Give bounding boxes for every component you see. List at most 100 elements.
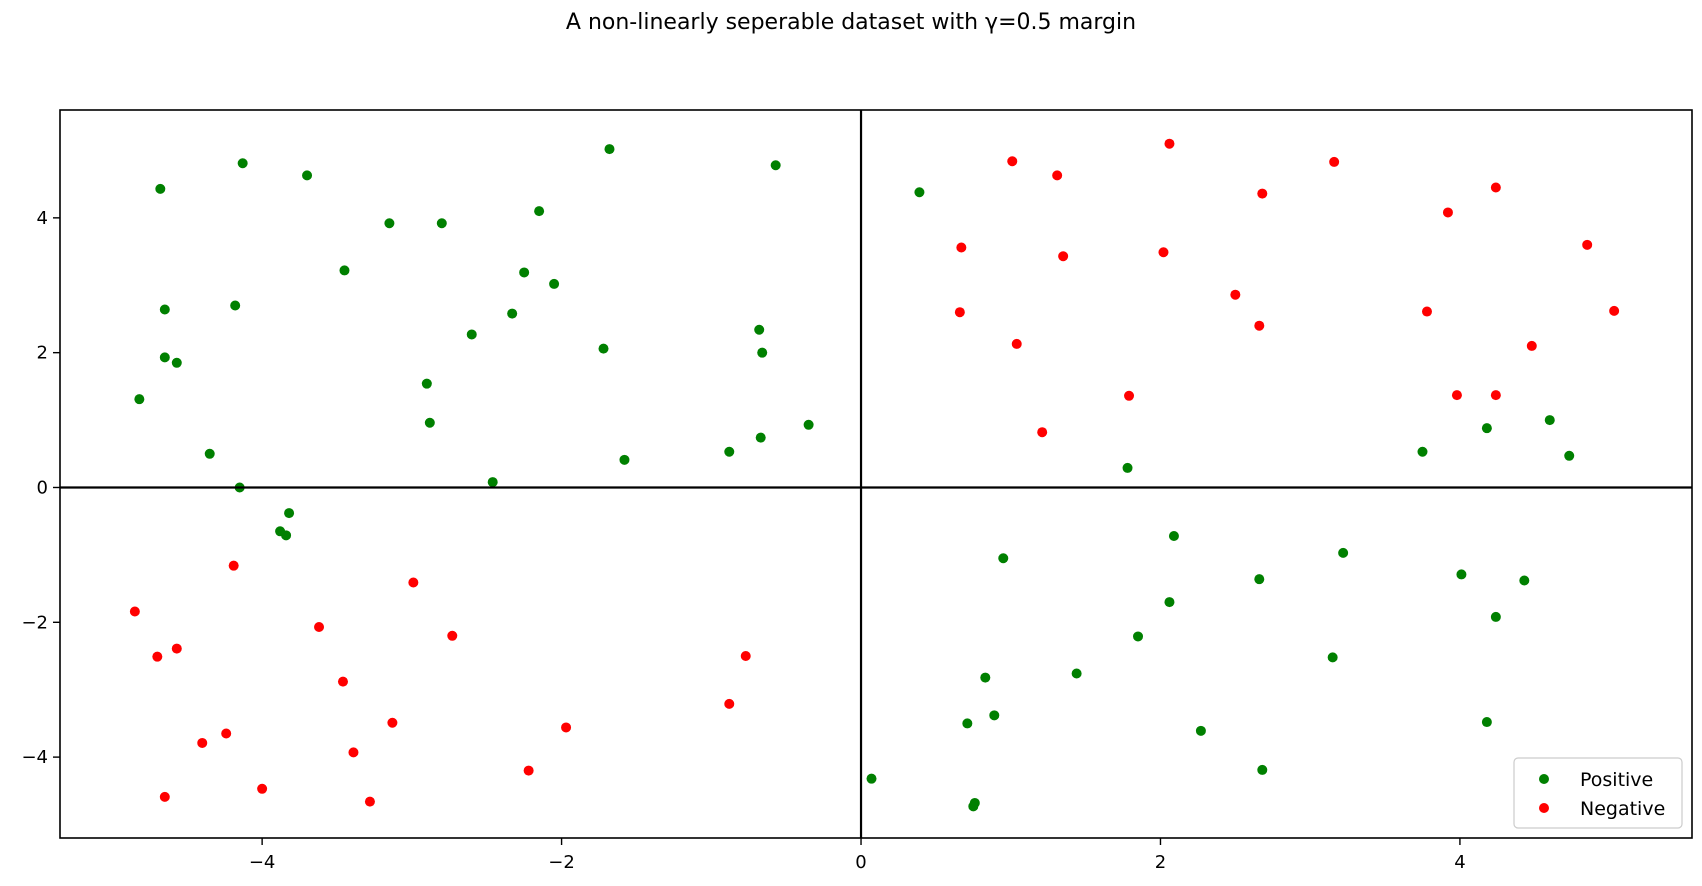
positive-point: [619, 454, 630, 465]
negative-point: [171, 643, 182, 654]
negative-point: [1254, 320, 1265, 331]
positive-point: [1417, 446, 1428, 457]
negative-point: [1329, 156, 1340, 167]
negative-point: [1052, 170, 1063, 181]
x-tick-label: −4: [249, 852, 276, 873]
positive-point: [1519, 575, 1530, 586]
y-tick-label: −4: [21, 747, 48, 768]
x-tick-label: 0: [855, 852, 866, 873]
positive-point: [134, 394, 145, 405]
positive-point: [159, 304, 170, 315]
axis-ticks: −4 −2 0 2 4 −4 −2 0 2 4: [21, 208, 1465, 873]
y-tick-label: 2: [37, 343, 48, 364]
y-tick-label: −2: [21, 612, 48, 633]
positive-point: [171, 357, 182, 368]
negative-point: [159, 791, 170, 802]
negative-point: [129, 606, 140, 617]
positive-point: [507, 308, 518, 319]
positive-point: [230, 300, 241, 311]
positive-point: [1481, 423, 1492, 434]
positive-point: [968, 801, 979, 812]
negative-point: [1164, 138, 1175, 149]
negative-point: [447, 630, 458, 641]
negative-point: [364, 796, 375, 807]
negative-point: [1490, 390, 1501, 401]
positive-point: [204, 448, 215, 459]
positive-point: [914, 187, 925, 198]
negative-point: [954, 307, 965, 318]
x-tick-label: 4: [1454, 852, 1465, 873]
positive-point: [1564, 450, 1575, 461]
positive-point: [302, 170, 313, 181]
negative-point: [1526, 340, 1537, 351]
zero-axes: [60, 110, 1692, 838]
positive-point: [755, 432, 766, 443]
y-tick-label: 4: [37, 208, 48, 229]
negative-point: [1230, 289, 1241, 300]
positive-point: [436, 218, 447, 229]
positive-point: [1456, 569, 1467, 580]
negative-point: [724, 698, 735, 709]
negative-point: [197, 737, 208, 748]
negative-point: [1037, 427, 1048, 438]
positive-point: [534, 206, 545, 217]
negative-point: [1442, 207, 1453, 218]
x-tick-label: −2: [548, 852, 575, 873]
negative-point: [1421, 306, 1432, 317]
positive-point: [281, 530, 292, 541]
positive-point: [421, 378, 432, 389]
negative-point: [337, 676, 348, 687]
negative-point: [257, 783, 268, 794]
negative-point: [228, 560, 239, 571]
positive-point: [980, 672, 991, 683]
positive-point: [866, 773, 877, 784]
positive-point: [1254, 574, 1265, 585]
positive-point: [519, 267, 530, 278]
y-tick-label: 0: [37, 477, 48, 498]
legend-marker-negative: [1539, 803, 1549, 813]
negative-point: [1451, 390, 1462, 401]
legend-box: [1513, 757, 1683, 829]
legend-marker-positive: [1539, 774, 1549, 784]
positive-point: [1133, 631, 1144, 642]
x-tick-label: 2: [1155, 852, 1166, 873]
positive-point: [803, 419, 814, 430]
negative-point: [956, 242, 967, 253]
positive-point: [754, 324, 765, 335]
negative-point: [1124, 390, 1135, 401]
legend-label-negative: Negative: [1580, 798, 1665, 820]
positive-point: [1490, 611, 1501, 622]
negative-point: [221, 728, 232, 739]
negative-point: [1158, 247, 1169, 258]
positive-point: [159, 352, 170, 363]
positive-point: [339, 265, 350, 276]
positive-point: [757, 347, 768, 358]
positive-point: [724, 446, 735, 457]
positive-point: [466, 329, 477, 340]
positive-point: [384, 218, 395, 229]
positive-point: [1122, 462, 1133, 473]
negative-point: [740, 651, 751, 661]
data-marks: [129, 138, 1620, 812]
positive-point: [604, 144, 615, 155]
negative-point: [1609, 305, 1620, 316]
legend-label-positive: Positive: [1580, 769, 1653, 791]
positive-point: [284, 508, 295, 519]
positive-point: [155, 183, 166, 194]
positive-point: [424, 417, 435, 428]
positive-point: [1544, 415, 1555, 426]
positive-point: [487, 477, 498, 488]
plot-frame: [59, 109, 1693, 839]
chart-title: A non-linearly seperable dataset with γ=…: [565, 10, 1137, 35]
negative-point: [387, 717, 398, 728]
positive-point: [1168, 531, 1179, 542]
positive-point: [1164, 597, 1175, 608]
positive-point: [1338, 547, 1349, 558]
negative-point: [314, 622, 325, 633]
negative-point: [561, 722, 572, 733]
negative-point: [408, 577, 419, 588]
negative-point: [1007, 156, 1018, 167]
positive-point: [1195, 725, 1206, 736]
positive-point: [989, 710, 1000, 721]
